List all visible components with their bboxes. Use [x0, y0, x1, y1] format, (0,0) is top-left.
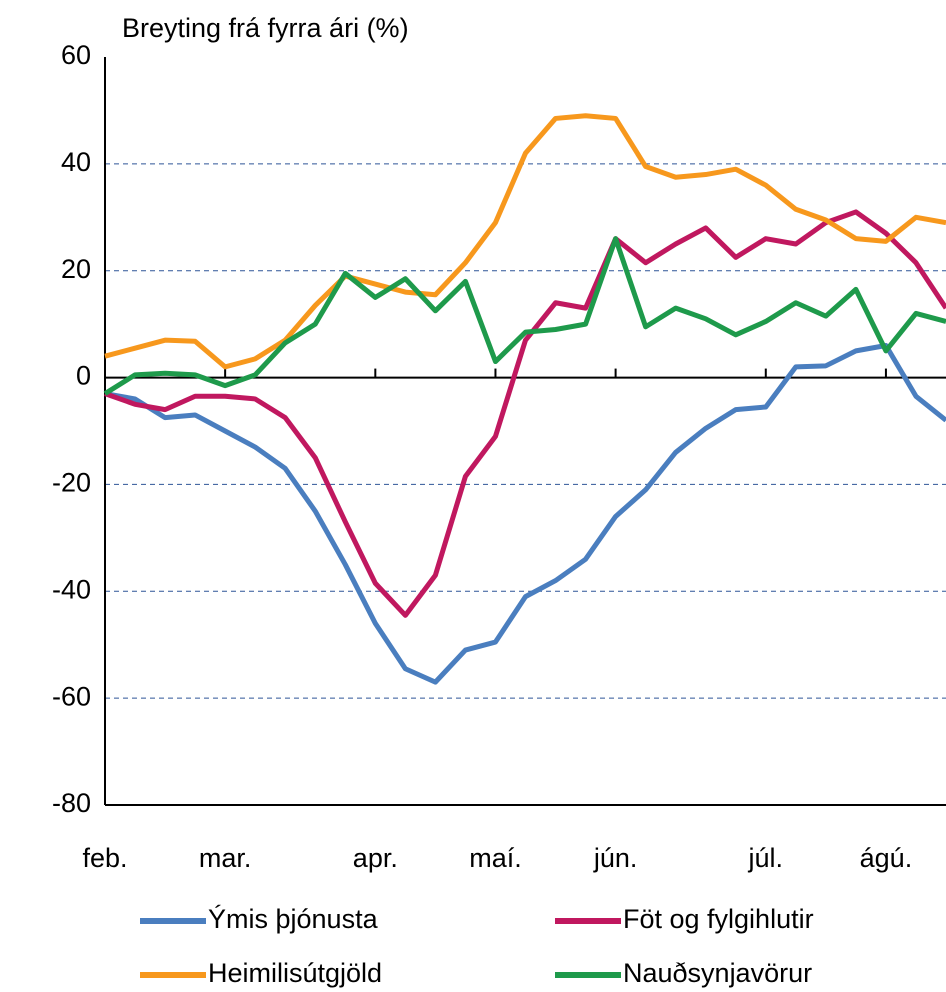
- y-tick-label: -20: [52, 468, 91, 498]
- x-tick-label: júl.: [748, 843, 784, 873]
- x-tick-label: ágú.: [860, 843, 913, 873]
- y-tick-label: 60: [61, 40, 91, 70]
- series-line: [104, 209, 946, 618]
- x-tick-label: jún.: [593, 843, 638, 873]
- x-tick-label: apr.: [353, 843, 398, 873]
- chart-title: Breyting frá fyrra ári (%): [122, 13, 409, 43]
- series-line: [104, 343, 946, 685]
- y-tick-label: -40: [52, 574, 91, 604]
- series-line: [104, 113, 946, 370]
- series-line: [103, 236, 946, 396]
- legend-label: Föt og fylgihlutir: [623, 904, 814, 934]
- y-tick-label: 0: [76, 361, 91, 391]
- x-tick-label: maí.: [469, 843, 522, 873]
- legend-label: Nauðsynjavörur: [623, 958, 812, 988]
- y-tick-label: -60: [52, 681, 91, 711]
- x-tick-label: mar.: [199, 843, 252, 873]
- y-tick-label: 20: [61, 254, 91, 284]
- x-tick-label: feb.: [82, 843, 127, 873]
- legend-label: Ýmis þjónusta: [208, 904, 379, 934]
- y-tick-label: -80: [52, 788, 91, 818]
- legend-label: Heimilisútgjöld: [208, 958, 382, 988]
- y-tick-label: 40: [61, 147, 91, 177]
